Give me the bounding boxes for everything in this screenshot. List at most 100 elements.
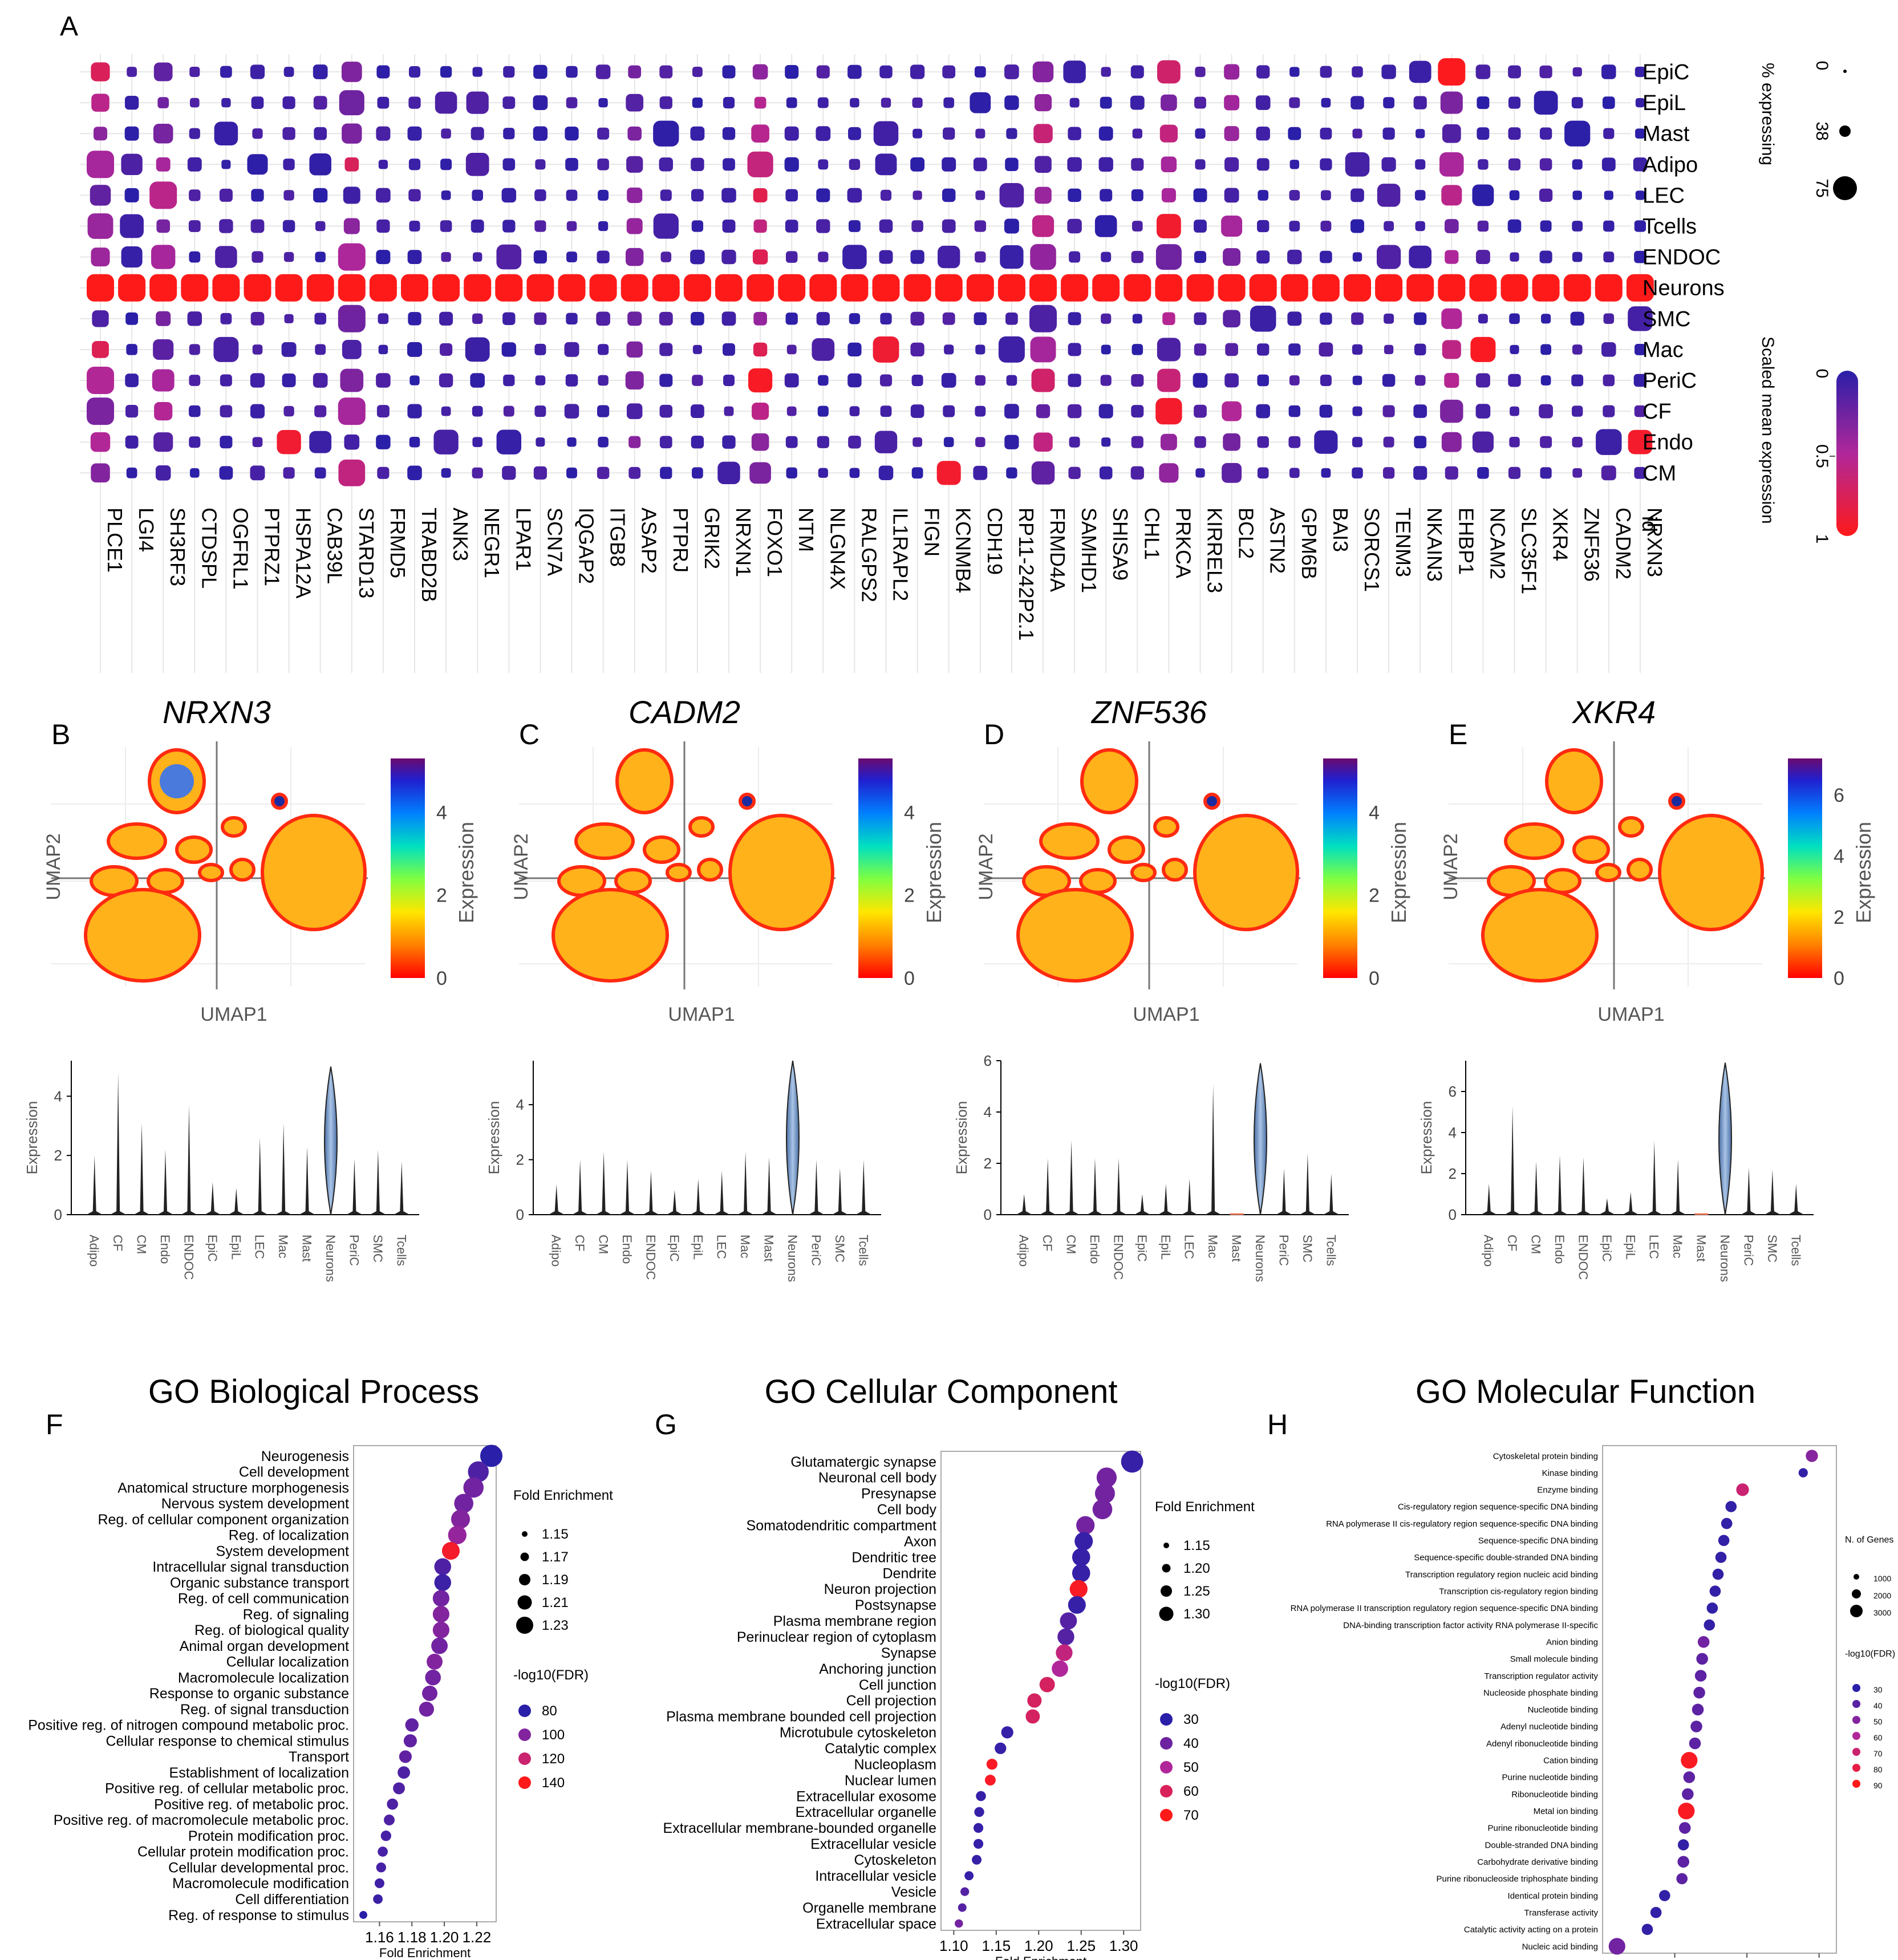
- violin-xtick: ENDOC: [1576, 1235, 1590, 1280]
- go-color-legend-label: 80: [542, 1703, 557, 1719]
- go-term-label: Somatodendritic compartment: [747, 1517, 937, 1533]
- go-term-label: Purine nucleotide binding: [1502, 1773, 1598, 1783]
- dot-mac-ogfrl1: [213, 336, 239, 362]
- umap-panel-xkr4: E XKR4 UMAP1 UMAP2 0 2 4 6 Expression: [1440, 694, 1875, 1025]
- dot-smc-ptprz1: [250, 311, 265, 326]
- violin-xtick: LEC: [253, 1235, 267, 1259]
- dot-smc-nrxn3: [1628, 306, 1653, 331]
- gene-label-asap2: ASAP2: [638, 508, 661, 574]
- violin-cf: [110, 1072, 127, 1215]
- go-xtick: 1.30: [1109, 1937, 1138, 1954]
- dot-mast-frmd4a: [1033, 124, 1053, 143]
- go-point: [976, 1791, 986, 1801]
- go-point: [387, 1798, 398, 1810]
- size-legend-title: % expressing: [1758, 63, 1777, 165]
- dot-tcells-shisa9: [1094, 215, 1117, 237]
- dot-epic-ctdspl: [189, 66, 200, 78]
- dot-peric-nrxn3: [1633, 374, 1647, 387]
- color-legend-label-0: 0: [1812, 369, 1831, 379]
- violin-xtick: ENDOC: [181, 1235, 196, 1280]
- colorbar-tick: 2: [1834, 907, 1844, 928]
- dot-endo-cadm2: [1596, 429, 1622, 455]
- go-point: [427, 1653, 443, 1670]
- dot-endo-negr1: [472, 437, 483, 448]
- dot-epic-prkca: [1157, 60, 1181, 84]
- dot-endo-ralgps2: [848, 435, 861, 449]
- violin-endoc: [1110, 1158, 1127, 1215]
- go-point: [1697, 1636, 1710, 1648]
- dot-mast-ehbp1: [1442, 124, 1461, 143]
- go-point: [1069, 1580, 1088, 1598]
- dot-mac-shisa9: [1101, 344, 1111, 355]
- go-point: [1039, 1677, 1055, 1693]
- dot-mast-asap2: [627, 126, 642, 141]
- dot-smc-bai3: [1320, 313, 1332, 325]
- go-term-label: Plasma membrane region: [773, 1613, 936, 1629]
- go-term-label: Nucleotide binding: [1528, 1705, 1598, 1715]
- violin-endo: [619, 1159, 635, 1215]
- dot-epic-fign: [910, 64, 925, 79]
- dot-endo-samhd1: [1069, 436, 1080, 448]
- violin-adipo: [1016, 1194, 1032, 1215]
- go-term-label: Identical protein binding: [1508, 1891, 1598, 1901]
- dot-lec-asap2: [627, 187, 643, 203]
- dot-tcells-nlgn4x: [816, 219, 830, 233]
- go-color-legend-dot: [1160, 1737, 1173, 1750]
- gene-label-ralgps2: RALGPS2: [857, 508, 881, 602]
- gene-label-shisa9: SHISA9: [1109, 508, 1132, 581]
- dot-endoc-cdh19: [975, 251, 986, 263]
- umap-xlabel: UMAP1: [200, 1004, 267, 1025]
- dot-endoc-scn7a: [533, 250, 547, 264]
- dot-epic-negr1: [472, 67, 482, 77]
- dot-peric-kirrel3: [1193, 373, 1208, 388]
- dot-lec-grik2: [691, 189, 704, 202]
- go-size-legend-label: 1.19: [542, 1572, 569, 1588]
- dot-epil-hspa12a: [282, 96, 295, 109]
- dot-endo-iqgap2: [567, 437, 577, 447]
- dot-tcells-il1rapl2: [879, 219, 893, 233]
- dot-peric-tenm3: [1382, 374, 1396, 387]
- dot-neurons-nlgn4x: [809, 274, 837, 302]
- dot-tcells-asap2: [626, 218, 643, 234]
- dot-tcells-ehbp1: [1444, 219, 1459, 233]
- violin-epic: [666, 1190, 683, 1215]
- go-color-legend-dot: [1852, 1716, 1860, 1724]
- go-point: [1025, 1709, 1040, 1724]
- gene-label-samhd1: SAMHD1: [1077, 508, 1101, 593]
- umap-gene-title: XKR4: [1571, 694, 1656, 730]
- go-color-legend-title: -log10(FDR): [1845, 1649, 1895, 1659]
- go-point: [1060, 1612, 1077, 1630]
- violin-panels: 0 2 4 Expression Adipo CF CM Endo ENDOC EpiC EpiL L…: [23, 1052, 1814, 1282]
- violin-mast: [299, 1146, 315, 1215]
- dot-epic-tenm3: [1381, 64, 1396, 79]
- dot-neurons-astn2: [1249, 274, 1277, 302]
- gene-label-tenm3: TENM3: [1392, 508, 1415, 577]
- dot-neurons-sorcs1: [1344, 274, 1371, 302]
- go-term-label: DNA-binding transcription factor activit…: [1343, 1621, 1598, 1630]
- umap-cluster: [1108, 835, 1145, 864]
- dot-endoc-ptprj: [660, 251, 672, 262]
- go-size-legend-label: 1.15: [542, 1527, 569, 1542]
- dot-lec-ogfrl1: [219, 188, 233, 202]
- dot-epil-grik2: [692, 97, 703, 108]
- cell-type-label-endoc: ENDOC: [1642, 246, 1721, 270]
- dot-neurons-lgi4: [118, 274, 146, 302]
- go-point: [434, 1574, 451, 1591]
- violin-xtick: EpiC: [1600, 1235, 1614, 1262]
- go-size-legend-label: 1.20: [1183, 1561, 1210, 1576]
- dot-epil-ralgps2: [850, 98, 859, 108]
- dot-smc-shisa9: [1101, 313, 1112, 324]
- dot-mac-sorcs1: [1352, 344, 1363, 355]
- color-legend-bar: [1836, 371, 1858, 536]
- go-color-legend-dot: [1852, 1700, 1860, 1708]
- violin-cm: [1063, 1140, 1080, 1215]
- go-term-label: Extracellular organelle: [796, 1804, 936, 1820]
- dot-mac-kirrel3: [1194, 343, 1207, 356]
- dot-cm-prkca: [1159, 463, 1179, 483]
- violin-ytick: 0: [984, 1206, 992, 1223]
- go-color-legend-label: 30: [1873, 1685, 1883, 1694]
- umap-xlabel: UMAP1: [668, 1004, 735, 1025]
- dot-endoc-tenm3: [1377, 245, 1401, 269]
- gene-label-sorcs1: SORCS1: [1360, 508, 1384, 592]
